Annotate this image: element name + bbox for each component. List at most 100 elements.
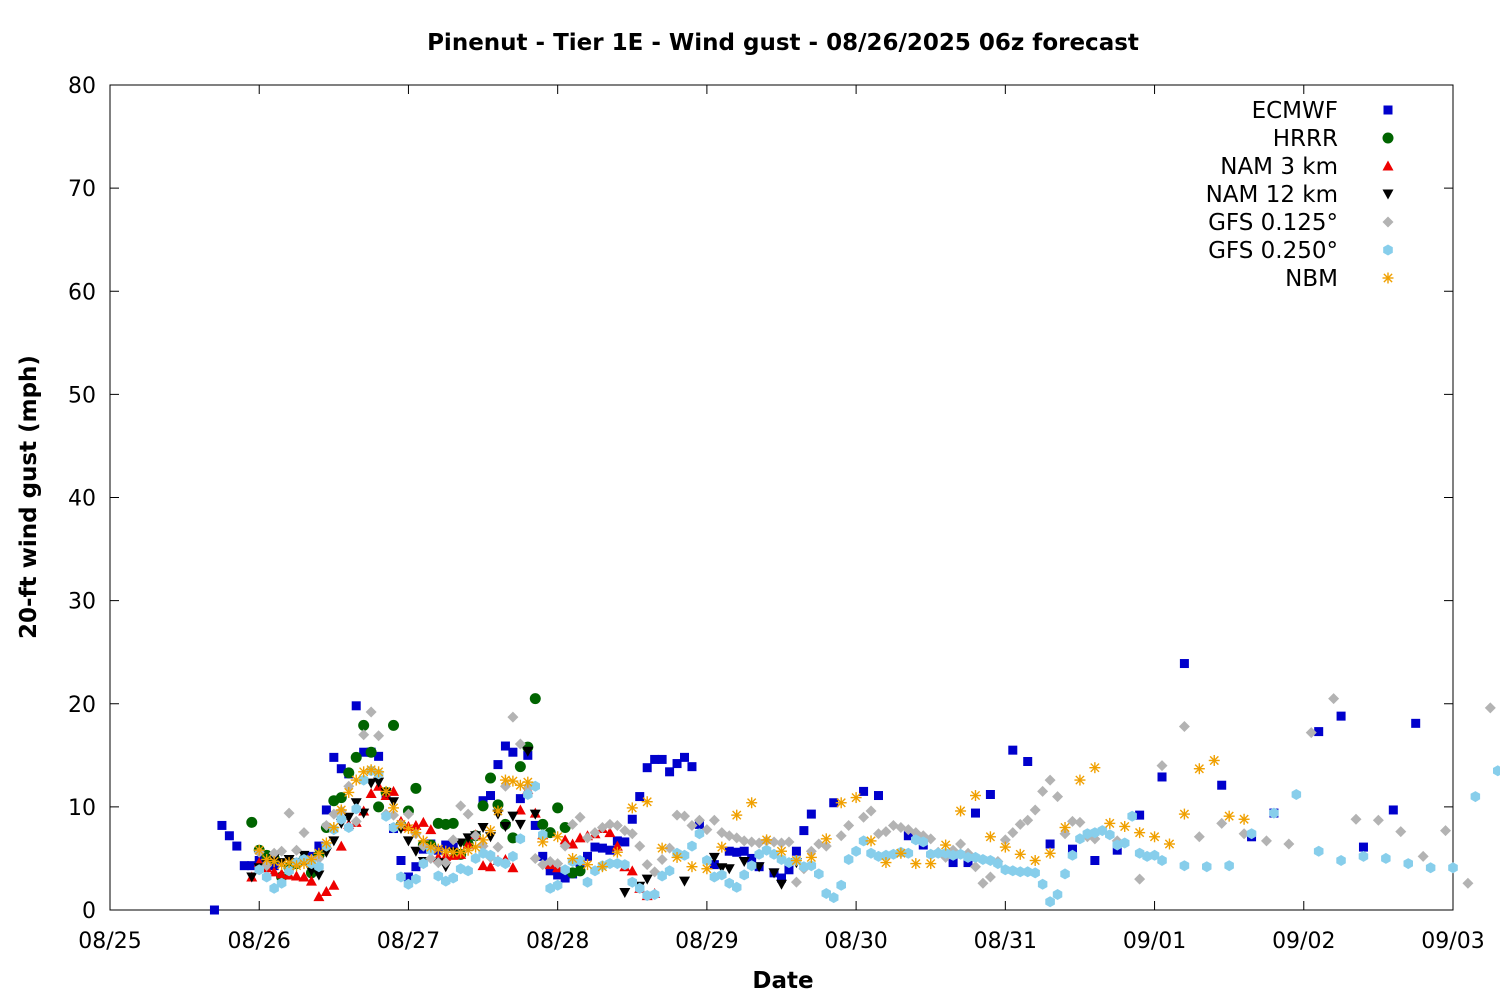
legend-label-nbm: NBM [1285,266,1338,292]
data-point-gfs-0-250 [269,882,279,894]
data-point-nbm [582,859,594,871]
data-point-nbm [1089,762,1101,774]
data-point-gfs-0-125 [1037,785,1049,797]
data-point-gfs-0-125 [1029,804,1041,816]
y-tick-label: 10 [68,796,96,821]
data-point-gfs-0-250 [493,856,503,867]
data-point-ecmwf [538,851,548,861]
data-point-gfs-0-250 [635,882,645,894]
data-point-gfs-0-250 [396,871,406,883]
data-point-gfs-0-125 [507,711,519,723]
data-point-gfs-0-250 [1067,849,1078,861]
data-point-gfs-0-125 [350,815,362,827]
data-point-ecmwf [709,860,719,870]
y-tick-label: 0 [82,899,96,924]
data-point-ecmwf [1067,844,1077,854]
data-point-nam-12-km [313,870,325,881]
data-point-nam-3-km [335,840,347,851]
data-point-ecmwf [784,865,794,875]
data-point-gfs-0-125 [1328,693,1340,705]
data-point-gfs-0-125 [1014,818,1026,830]
data-point-nbm [835,797,847,809]
data-point-gfs-0-250 [358,774,369,786]
data-point-nbm [626,802,638,814]
data-point-nbm [686,861,698,873]
data-point-gfs-0-250 [1291,789,1302,800]
data-point-gfs-0-250 [1075,833,1085,845]
data-point-gfs-0-250 [418,858,429,870]
data-point-nbm [596,861,608,873]
data-point-ecmwf [724,846,734,856]
y-axis-title: 20-ft wind gust (mph) [16,355,42,639]
data-point-gfs-0-125 [880,826,892,838]
data-point-gfs-0-250 [538,829,548,841]
data-point-gfs-0-250 [761,844,772,856]
data-point-nbm [313,847,325,859]
data-point-hrrr [552,802,564,814]
data-point-gfs-0-250 [344,822,354,833]
data-point-gfs-0-250 [1052,889,1063,900]
data-point-nbm [805,851,817,863]
legend-label-gfs-0-125: GFS 0.125° [1208,210,1338,236]
data-point-nam-12-km [350,798,362,809]
data-point-gfs-0-250 [351,803,361,815]
data-point-nam-12-km [716,863,728,874]
data-point-gfs-0-125 [462,808,474,820]
data-point-gfs-0-250 [552,879,563,891]
data-point-gfs-0-125 [1260,835,1272,847]
data-point-nam-12-km [776,879,787,890]
data-point-nbm [343,786,355,798]
data-point-nbm [455,846,467,858]
data-point-gfs-0-125 [1440,825,1452,837]
data-point-gfs-0-250 [881,849,891,861]
data-point-ecmwf [239,861,249,871]
series-gfs-0-250 [254,765,1500,908]
data-point-ecmwf [1135,810,1145,820]
data-point-nbm [1134,827,1146,839]
data-point-gfs-0-250 [1015,866,1025,878]
legend-marker-gfs-0-250 [1383,244,1393,256]
data-point-gfs-0-250 [545,882,555,894]
data-point-nam-12-km [522,746,534,757]
data-point-nbm [746,797,758,809]
data-point-nbm [328,822,340,833]
data-point-nbm [335,804,347,816]
data-point-gfs-0-250 [523,789,533,800]
data-point-gfs-0-250 [582,876,593,888]
data-point-hrrr [477,800,489,812]
data-point-gfs-0-250 [1060,868,1070,880]
data-point-gfs-0-250 [1448,862,1458,874]
data-point-gfs-0-250 [500,858,511,870]
data-point-ecmwf [321,805,331,815]
data-point-ecmwf [329,752,339,762]
legend-label-ecmwf: ECMWF [1252,98,1338,124]
data-point-hrrr [373,801,385,813]
data-point-nam-12-km [388,797,400,808]
data-point-gfs-0-250 [627,876,637,888]
data-point-ecmwf [1090,856,1100,865]
data-point-gfs-0-250 [1358,850,1369,862]
data-point-gfs-0-125 [776,837,787,849]
data-point-gfs-0-250 [1082,828,1093,840]
data-point-nam-12-km [343,812,355,823]
data-point-nbm [1119,820,1131,832]
data-point-gfs-0-250 [806,860,817,872]
data-point-gfs-0-125 [783,836,795,848]
data-point-ecmwf [314,841,324,851]
data-point-nbm [656,842,668,854]
data-point-ecmwf [806,809,816,819]
y-tick-label: 70 [68,177,96,202]
x-tick-label: 08/31 [974,929,1037,954]
data-point-gfs-0-125 [604,818,616,830]
data-point-gfs-0-250 [1149,849,1160,861]
data-point-nbm [567,852,579,864]
data-point-ecmwf [859,786,869,796]
data-point-gfs-0-125 [447,834,459,846]
data-point-gfs-0-125 [283,807,295,819]
data-point-ecmwf [635,792,645,802]
data-point-nam-12-km [723,864,735,875]
data-point-nam-12-km [499,821,511,832]
data-point-hrrr [574,865,586,877]
data-point-nam-12-km [514,819,526,830]
data-point-ecmwf [747,853,757,863]
